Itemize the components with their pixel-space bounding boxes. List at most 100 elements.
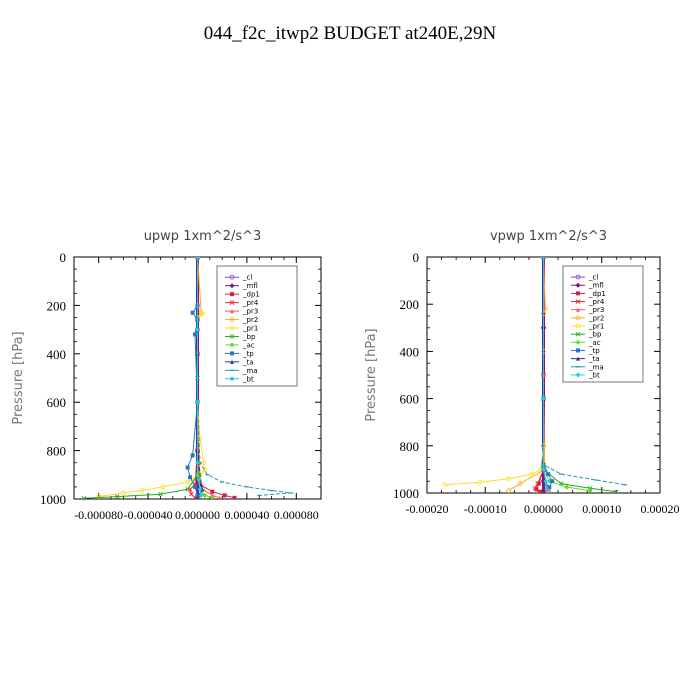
- vpwp-y-tick-label: 600: [400, 392, 420, 407]
- upwp-point-bp: [185, 487, 190, 492]
- upwp-point-pr1: [121, 490, 126, 496]
- vpwp-y-tick-label: 1000: [393, 486, 419, 501]
- vpwp-y-axis-label: Pressure [hPa]: [364, 328, 379, 421]
- upwp-point-tp: [188, 475, 193, 480]
- upwp-point-bp: [114, 494, 120, 499]
- upwp-point-bp: [81, 495, 87, 499]
- upwp-x-tick-label: 0.000080: [274, 508, 319, 522]
- vpwp-legend-marker: [575, 282, 581, 288]
- upwp-x-tick-label: 0.000000: [175, 508, 220, 522]
- vpwp-legend-marker: [575, 339, 581, 345]
- upwp-y-tick-label: 400: [47, 347, 67, 362]
- upwp-point-tp: [195, 493, 200, 498]
- upwp-y-axis-label: Pressure [hPa]: [11, 331, 26, 424]
- vpwp-legend-marker: [575, 323, 581, 329]
- vpwp-panel-title: vpwp 1xm^2/s^3: [490, 229, 607, 244]
- upwp-legend-label: _bt: [242, 375, 254, 383]
- upwp-point-ac: [202, 492, 208, 498]
- upwp-point-dp1: [197, 482, 202, 487]
- vpwp-legend-label: _pr2: [588, 314, 604, 322]
- upwp-point-bp: [158, 491, 163, 497]
- vpwp-legend-marker: [575, 315, 581, 321]
- upwp-legend-marker: [229, 317, 235, 322]
- vpwp-point-mfl: [541, 490, 546, 493]
- vpwp-x-tick-label: 0.00020: [641, 502, 680, 516]
- vpwp-panel: vpwp 1xm^2/s^3 Pressure [hPa] 0 200 400 600 80…: [364, 229, 680, 516]
- upwp-legend-label: _cl: [242, 274, 252, 282]
- upwp-series-line-bp: [83, 257, 198, 499]
- vpwp-point-bt: [541, 396, 546, 402]
- vpwp-point-bt: [544, 486, 550, 492]
- upwp-point-pr1: [160, 484, 166, 490]
- upwp-legend-marker: [230, 309, 234, 314]
- vpwp-point-pr4: [536, 489, 542, 493]
- upwp-point-pr1: [202, 467, 208, 473]
- upwp-point-bt: [198, 492, 204, 498]
- upwp-point-bt: [195, 399, 200, 405]
- vpwp-point-pr1: [442, 482, 447, 488]
- upwp-legend-marker: [230, 359, 234, 364]
- vpwp-legend-marker: [575, 299, 581, 304]
- upwp-point-dp1: [210, 489, 215, 494]
- upwp-point-dp1: [222, 493, 227, 498]
- vpwp-point-pr4: [532, 485, 538, 491]
- upwp-legend-marker: [229, 325, 235, 331]
- vpwp-y-tick-label: 200: [400, 297, 420, 312]
- vpwp-point-tp: [546, 472, 551, 477]
- upwp-x-tick-label: -0.000080: [74, 508, 123, 522]
- upwp-legend-label: _tp: [242, 350, 254, 358]
- vpwp-legend-marker: [576, 348, 580, 353]
- upwp-legend-label: _bp: [242, 333, 256, 341]
- vpwp-legend-marker: [575, 331, 581, 337]
- upwp-series-line-pr1: [98, 257, 206, 498]
- upwp-point-tp: [193, 484, 198, 489]
- upwp-point-ac: [209, 495, 215, 499]
- upwp-y-tick-label: 0: [60, 250, 67, 265]
- upwp-x-tick-label: 0.000040: [224, 508, 269, 522]
- upwp-point-dp1: [232, 495, 237, 499]
- vpwp-point-pr4: [535, 481, 540, 486]
- upwp-point-pr1: [96, 494, 102, 499]
- vpwp-point-bp: [613, 489, 619, 493]
- vpwp-legend-label: _cl: [588, 274, 598, 282]
- vpwp-legend-marker: [576, 307, 580, 312]
- vpwp-legend-marker: [575, 372, 581, 378]
- upwp-point-tp: [190, 453, 195, 458]
- vpwp-x-tick-label: -0.00020: [406, 502, 449, 516]
- vpwp-series-line-pr2: [508, 257, 546, 492]
- vpwp-series-line-pr1: [444, 257, 544, 486]
- upwp-series-group: [81, 257, 294, 499]
- upwp-legend-marker: [229, 342, 235, 348]
- upwp-legend-label: _ma: [242, 367, 258, 375]
- vpwp-point-bt: [541, 257, 546, 260]
- vpwp-point-bt: [543, 478, 549, 484]
- vpwp-legend-label: _bt: [588, 371, 600, 379]
- vpwp-point-pr1: [529, 471, 535, 477]
- upwp-legend-marker: [229, 274, 235, 280]
- vpwp-legend-label: _ta: [588, 355, 600, 363]
- upwp-point-pr3: [218, 495, 222, 499]
- vpwp-point-dp1: [536, 481, 541, 486]
- vpwp-point-bt: [541, 466, 546, 472]
- upwp-legend-label: _pr2: [242, 316, 258, 324]
- upwp-point-pr1: [185, 479, 191, 485]
- upwp-series-line-pr3: [197, 257, 220, 499]
- vpwp-legend-label: _mfl: [588, 282, 604, 290]
- upwp-point-tp: [193, 332, 198, 337]
- figure-title: 044_f2c_itwp2 BUDGET at240E,29N: [204, 23, 497, 44]
- vpwp-legend-label: _pr1: [588, 323, 604, 331]
- upwp-point-tp: [185, 465, 190, 470]
- upwp-x-tick-label: -0.000040: [124, 508, 173, 522]
- vpwp-legend-label: _tp: [588, 347, 600, 355]
- upwp-y-tick-label: 600: [47, 395, 67, 410]
- vpwp-legend-label: _ma: [588, 363, 604, 371]
- upwp-point-bt: [196, 477, 202, 483]
- upwp-point-pr1: [200, 311, 205, 317]
- vpwp-legend-marker: [576, 356, 580, 361]
- vpwp-x-tick-label: 0.00000: [524, 502, 563, 516]
- vpwp-point-ac: [564, 484, 570, 490]
- upwp-point-pr1: [139, 488, 145, 493]
- upwp-legend-marker: [230, 351, 234, 356]
- vpwp-legend-label: _pr3: [588, 306, 604, 314]
